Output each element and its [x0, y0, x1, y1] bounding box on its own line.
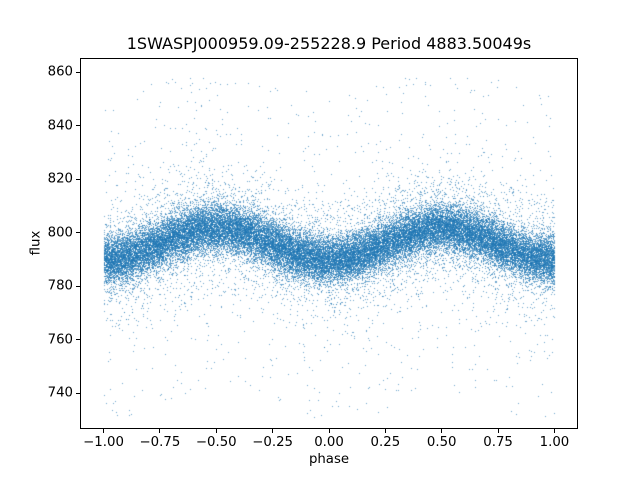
y-tick-label: 800: [47, 225, 73, 241]
x-tick-mark: [103, 429, 105, 433]
y-tick-mark: [76, 178, 80, 180]
y-tick-label: 820: [47, 171, 73, 187]
x-tick-label: −1.00: [83, 435, 124, 450]
chart-title: 1SWASPJ000959.09-255228.9 Period 4883.50…: [126, 34, 532, 53]
x-tick-label: −0.75: [139, 435, 181, 450]
y-tick-label: 840: [47, 118, 73, 134]
x-tick-mark: [441, 429, 443, 433]
x-tick-label: 1.00: [539, 435, 570, 450]
y-tick-label: 760: [47, 332, 73, 348]
y-tick-mark: [76, 285, 80, 287]
x-tick-mark: [159, 429, 161, 433]
x-tick-mark: [272, 429, 274, 433]
y-tick-label: 780: [47, 278, 73, 294]
x-tick-mark: [215, 429, 217, 433]
y-tick-mark: [76, 71, 80, 73]
y-tick-label: 860: [47, 64, 73, 80]
scatter-canvas: [81, 59, 577, 428]
x-tick-label: 0.25: [370, 435, 401, 450]
x-tick-mark: [328, 429, 330, 433]
x-tick-label: −0.25: [252, 435, 293, 450]
x-tick-mark: [497, 429, 499, 433]
y-tick-mark: [76, 392, 80, 394]
x-tick-label: 0.75: [483, 435, 513, 450]
y-tick-mark: [76, 125, 80, 127]
y-tick-label: 740: [47, 385, 73, 401]
y-tick-mark: [76, 232, 80, 234]
x-tick-label: −0.50: [195, 435, 237, 450]
x-axis-label: phase: [308, 452, 350, 467]
y-tick-mark: [76, 339, 80, 341]
x-tick-mark: [384, 429, 386, 433]
x-tick-label: 0.50: [426, 435, 457, 450]
x-tick-label: 0.00: [314, 435, 344, 450]
x-tick-mark: [553, 429, 555, 433]
plot-area: [80, 58, 578, 429]
